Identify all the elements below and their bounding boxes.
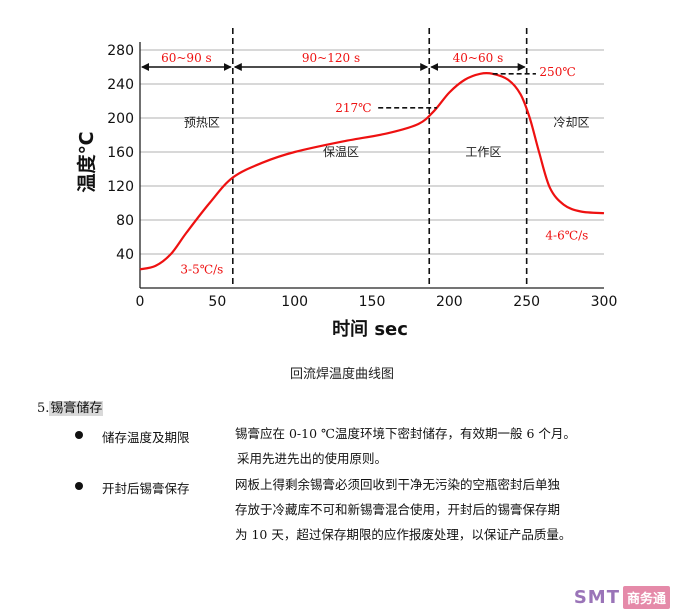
phase-dividers — [232, 28, 528, 288]
phase-label: 预热区 — [184, 115, 220, 129]
logo-cn-badge: 商务通 — [622, 585, 670, 609]
item-line: 网板上得剩余锡膏必须回收到干净无污染的空瓶密封后单独 — [235, 477, 561, 492]
item-label: 储存温度及期限 — [102, 430, 190, 445]
chart-axes — [139, 42, 604, 289]
phase-label: 工作区 — [465, 145, 501, 159]
item-line: 存放于冷藏库不可和新锡膏混合使用，开封后的锡膏保存期 — [235, 502, 561, 517]
bullet-dot-icon — [75, 481, 83, 490]
item-description: 网板上得剩余锡膏必须回收到干净无污染的空瓶密封后单独 存放于冷藏库不可和新锡膏混… — [235, 472, 571, 547]
y-tick-label: 200 — [107, 111, 134, 127]
y-tick-label: 280 — [107, 43, 134, 59]
item-label: 开封后锡膏保存 — [102, 481, 190, 496]
x-tick-label: 250 — [513, 294, 540, 310]
phase-label: 冷却区 — [554, 115, 590, 129]
x-tick-label: 100 — [281, 294, 308, 310]
item-line: 为 10 天，超过保存期限的应作报废处理，以保证产品质量。 — [235, 527, 572, 542]
section-title: 5.锡膏储存 — [37, 397, 104, 416]
temperature-curve — [139, 71, 605, 271]
figure-caption: 回流焊温度曲线图 — [289, 367, 394, 382]
logo-smt-text: SMT — [573, 586, 620, 608]
section-number: 5. — [37, 401, 50, 416]
bullet-dot-icon — [75, 430, 83, 439]
item-line: 锡膏应在 0-10 ℃温度环境下密封储存，有效期一般 6 个月。 — [235, 426, 576, 441]
x-tick-label: 0 — [136, 294, 145, 310]
duration-label: 40~60 s — [453, 51, 504, 65]
item-line: 采用先进先出的使用原则。 — [237, 451, 388, 466]
x-axis-label: 时间 sec — [332, 319, 408, 340]
y-tick-label: 240 — [107, 77, 134, 93]
x-tick-label: 200 — [436, 294, 463, 310]
x-tick-label: 300 — [591, 294, 618, 310]
y-tick-label: 40 — [116, 247, 134, 263]
annotations: 250℃ 217℃ 3-5℃/s 4-6℃/s — [180, 65, 588, 276]
phase-label: 保温区 — [323, 145, 359, 159]
duration-label: 90~120 s — [302, 51, 360, 65]
bullet-item-storage — [75, 427, 95, 442]
y-tick-label: 160 — [107, 145, 134, 161]
tick-labels: 40 80 120 160 200 240 280 0 50 100 150 200 250 300 — [107, 43, 617, 310]
y-tick-label: 120 — [107, 179, 134, 195]
section-heading: 锡膏储存 — [49, 401, 104, 416]
annotation-label: 4-6℃/s — [545, 228, 588, 242]
annotation-label: 250℃ — [539, 65, 575, 79]
x-tick-label: 150 — [359, 294, 386, 310]
temperature-series-line — [139, 71, 605, 271]
item-description: 锡膏应在 0-10 ℃温度环境下密封储存，有效期一般 6 个月。 采用先进先出的… — [235, 421, 576, 471]
duration-arrows: 60~90 s 90~120 s 40~60 s — [141, 51, 526, 71]
annotation-label: 217℃ — [335, 101, 371, 115]
reflow-profile-chart: 40 80 120 160 200 240 280 0 50 100 150 200 250 300 60… — [75, 28, 617, 340]
duration-label: 60~90 s — [161, 51, 212, 65]
y-axis-label: 温度℃ — [75, 131, 98, 192]
annotation-label: 3-5℃/s — [180, 262, 223, 276]
grid-lines — [140, 49, 604, 255]
smt-logo: SMT 商务通 — [573, 585, 670, 609]
bullet-item-opened — [75, 478, 95, 493]
x-tick-label: 50 — [208, 294, 226, 310]
y-tick-label: 80 — [116, 213, 134, 229]
